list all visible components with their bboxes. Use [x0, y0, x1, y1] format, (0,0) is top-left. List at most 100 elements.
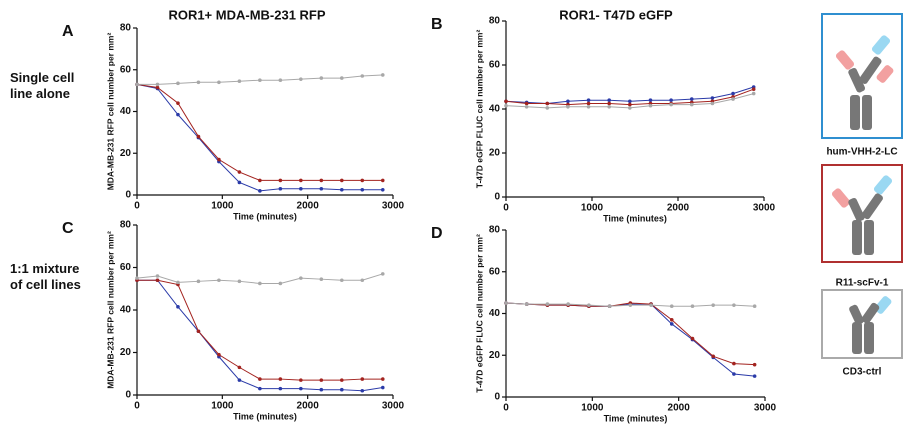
point: [237, 378, 242, 382]
y-tick-label: 20: [120, 347, 132, 358]
point: [176, 81, 180, 86]
point: [176, 305, 180, 309]
x-tick-label: 0: [134, 201, 140, 212]
point: [340, 178, 344, 183]
point: [669, 317, 674, 322]
chart-title: ROR1- T47D eGFP: [559, 7, 673, 22]
point: [689, 97, 694, 101]
point: [380, 73, 385, 77]
point: [278, 186, 283, 191]
point: [586, 105, 591, 109]
row-label: 1:1 mixture of cell lines: [10, 261, 81, 292]
point: [176, 101, 180, 105]
point: [340, 76, 344, 80]
point: [299, 186, 303, 191]
point: [360, 388, 365, 393]
point: [360, 187, 365, 192]
y-tick-label: 20: [489, 148, 501, 159]
line: [505, 302, 755, 366]
x-tick-label: 1000: [211, 401, 234, 412]
point: [566, 99, 570, 104]
point: [135, 276, 139, 280]
point: [607, 304, 612, 308]
point: [258, 377, 262, 381]
point: [752, 374, 757, 378]
point: [299, 178, 303, 183]
point: [176, 280, 180, 285]
point: [299, 386, 303, 391]
x-tick-label: 0: [503, 203, 509, 214]
y-tick-label: 20: [489, 350, 501, 361]
point: [380, 272, 385, 276]
point: [751, 87, 756, 91]
x-axis-label: Time (minutes): [233, 211, 297, 221]
point: [380, 187, 385, 192]
legend-icon: [821, 289, 903, 359]
point: [196, 80, 201, 85]
point: [258, 178, 262, 183]
point: [217, 80, 221, 85]
y-tick-label: 0: [494, 392, 500, 403]
point: [135, 82, 139, 87]
point: [710, 96, 715, 100]
point: [524, 302, 529, 306]
point: [237, 170, 242, 174]
y-tick-label: 80: [120, 220, 132, 231]
point: [237, 180, 242, 185]
point: [380, 178, 385, 183]
point: [340, 378, 344, 382]
x-tick-label: 2000: [297, 401, 320, 412]
point: [319, 186, 324, 191]
point: [155, 82, 160, 87]
chart-title: ROR1+ MDA-MB-231 RFP: [168, 7, 325, 22]
x-tick-label: 1000: [581, 203, 604, 214]
point: [196, 134, 201, 139]
y-tick-label: 0: [125, 390, 131, 401]
x-tick-label: 3000: [753, 203, 776, 214]
point: [711, 354, 715, 359]
point: [258, 189, 262, 193]
point: [217, 157, 221, 162]
y-axis-label: T-47D eGFP FLUC cell number per mm²: [474, 30, 484, 189]
point: [566, 105, 570, 109]
point: [504, 99, 508, 104]
y-tick-label: 20: [120, 148, 132, 159]
point: [628, 303, 633, 307]
y-tick-label: 40: [120, 106, 132, 117]
y-tick-label: 40: [489, 104, 501, 115]
x-tick-label: 3000: [382, 201, 405, 212]
point: [648, 103, 653, 108]
point: [648, 98, 653, 102]
legend-label: hum-VHH-2-LC: [826, 147, 897, 158]
y-tick-label: 80: [120, 23, 132, 34]
x-axis-label: Time (minutes): [603, 213, 667, 223]
point: [607, 98, 611, 102]
y-tick-label: 80: [489, 16, 501, 27]
y-tick-label: 60: [120, 262, 132, 273]
point: [380, 385, 385, 390]
point: [649, 303, 653, 307]
point: [278, 377, 283, 381]
point: [711, 303, 715, 307]
point: [258, 78, 262, 82]
x-tick-label: 3000: [382, 401, 405, 412]
x-tick-label: 1000: [581, 403, 604, 414]
line: [137, 279, 383, 392]
point: [319, 178, 324, 183]
legend-icon: [821, 13, 903, 139]
point: [690, 304, 695, 308]
point: [669, 102, 673, 107]
y-tick-label: 40: [120, 305, 132, 316]
point: [669, 322, 674, 326]
point: [586, 98, 591, 102]
x-tick-label: 2000: [667, 203, 690, 214]
point: [587, 303, 591, 307]
point: [237, 79, 242, 84]
y-tick-label: 0: [494, 192, 500, 203]
point: [360, 74, 365, 78]
point: [299, 276, 303, 280]
point: [586, 101, 591, 106]
point: [340, 278, 344, 283]
x-tick-label: 2000: [668, 403, 691, 414]
